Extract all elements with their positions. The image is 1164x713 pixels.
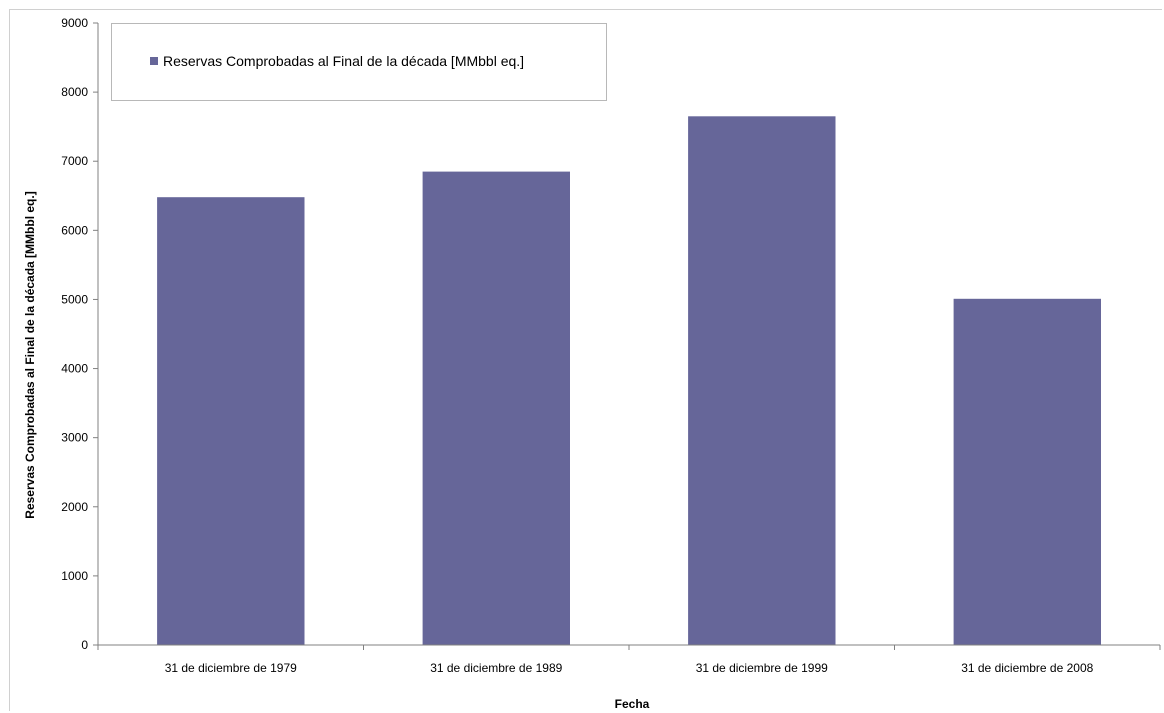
bar <box>688 116 836 646</box>
y-tick-label: 4000 <box>61 362 88 376</box>
x-tick-label: 31 de diciembre de 1979 <box>165 661 297 675</box>
chart-frame <box>9 9 1162 711</box>
y-tick-label: 3000 <box>61 431 88 445</box>
legend-label: Reservas Comprobadas al Final de la déca… <box>163 53 525 69</box>
legend: Reservas Comprobadas al Final de la déca… <box>111 23 607 101</box>
y-tick-label: 8000 <box>61 85 88 99</box>
y-tick-label: 0 <box>81 638 88 652</box>
y-tick-label: 7000 <box>61 154 88 168</box>
bar <box>422 171 570 645</box>
bar <box>157 197 305 645</box>
x-axis-title: Fecha <box>614 697 650 711</box>
y-tick-label: 1000 <box>61 569 88 583</box>
bar <box>953 298 1101 645</box>
y-tick-label: 2000 <box>61 500 88 514</box>
y-tick-label: 5000 <box>61 292 88 306</box>
x-tick-label: 31 de diciembre de 2008 <box>961 661 1093 675</box>
x-tick-label: 31 de diciembre de 1989 <box>430 661 562 675</box>
x-tick-label: 31 de diciembre de 1999 <box>696 661 828 675</box>
y-axis-title: Reservas Comprobadas al Final de la déca… <box>23 191 37 519</box>
legend-item: Reservas Comprobadas al Final de la déca… <box>150 53 524 69</box>
y-tick-label: 9000 <box>61 16 88 30</box>
legend-swatch <box>150 57 158 65</box>
y-tick-label: 6000 <box>61 223 88 237</box>
